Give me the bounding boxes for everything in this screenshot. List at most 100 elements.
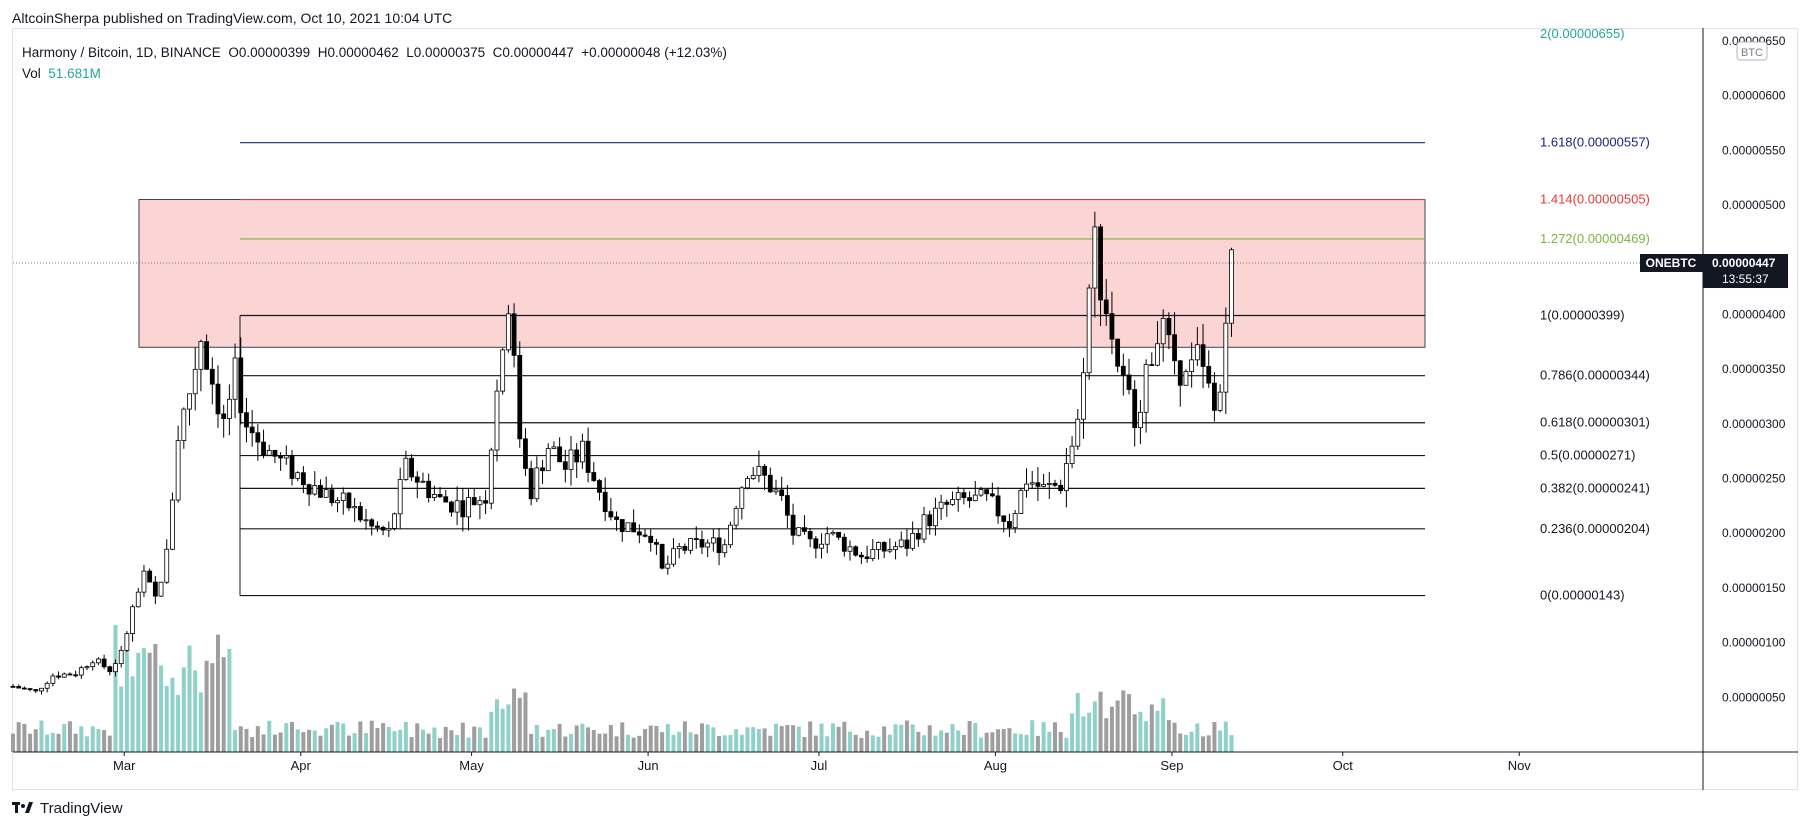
volume-bar — [853, 734, 858, 752]
volume-bar — [11, 733, 15, 752]
volume-bar — [1104, 718, 1109, 752]
candle-body — [466, 497, 471, 518]
volume-bar — [791, 725, 796, 752]
candle-body — [876, 542, 881, 550]
candle-body — [420, 480, 426, 483]
candle-body — [130, 606, 135, 634]
candle-body — [517, 354, 523, 440]
volume-bar — [324, 728, 329, 752]
volume-bar — [267, 720, 272, 752]
volume-bar — [164, 685, 169, 752]
price-tick-label: 0.00000350 — [1722, 362, 1786, 376]
candle-body — [1081, 372, 1086, 420]
change-value: +0.00000048 (+12.03%) — [581, 45, 727, 60]
volume-bar — [358, 721, 363, 752]
volume-value: 51.681M — [48, 66, 101, 81]
candle-body — [676, 546, 682, 550]
candle-body — [927, 514, 933, 527]
volume-bar — [671, 734, 676, 752]
tradingview-logo-icon — [12, 801, 33, 813]
volume-bar — [625, 734, 630, 752]
volume-bar — [119, 686, 124, 752]
candle-body — [107, 666, 113, 673]
price-tick-label: 0.00000600 — [1722, 89, 1786, 103]
volume-bar — [420, 729, 425, 752]
fib-level-label: 0.382(0.00000241) — [1540, 480, 1650, 495]
tradingview-logo-text: TradingView — [40, 800, 123, 817]
volume-bar — [996, 729, 1001, 752]
volume-bar — [341, 723, 346, 752]
price-tick-label: 0.00000550 — [1722, 143, 1786, 157]
volume-bar — [244, 728, 249, 752]
time-tick-label: May — [459, 758, 484, 773]
candle-body — [192, 368, 198, 395]
volume-bar — [62, 724, 67, 752]
volume-bar — [1018, 734, 1023, 752]
price-tick-label: 0.00000100 — [1722, 636, 1786, 650]
volume-bar — [438, 737, 443, 752]
volume-bar — [705, 724, 710, 752]
candle-body — [261, 441, 266, 456]
volume-bar — [830, 723, 835, 752]
volume-bar — [1132, 714, 1137, 752]
tradingview-footer[interactable]: TradingView — [12, 800, 123, 817]
volume-bar — [859, 737, 864, 752]
volume-bar — [876, 736, 881, 752]
candle-body — [807, 531, 813, 540]
volume-bar — [307, 729, 312, 752]
candle-body — [1200, 344, 1206, 367]
candle-body — [1012, 513, 1018, 529]
volume-bar — [961, 734, 966, 752]
candle-body — [505, 313, 511, 351]
volume-bar — [631, 737, 636, 752]
candle-body — [887, 549, 893, 552]
candle-body — [562, 461, 568, 470]
candle-body — [312, 485, 318, 495]
candle-body — [978, 489, 984, 496]
volume-bar — [255, 726, 260, 752]
volume-bar — [813, 735, 818, 752]
candle-body — [779, 489, 785, 496]
candle-body — [1103, 299, 1109, 315]
volume-bar — [136, 652, 141, 752]
volume-bar — [1212, 721, 1217, 752]
volume-bar — [176, 694, 181, 752]
candle-body — [238, 357, 244, 414]
volume-bar — [1001, 729, 1006, 752]
candle-body — [1046, 482, 1052, 485]
candle-body — [813, 538, 819, 549]
candle-body — [699, 539, 705, 548]
volume-bar — [927, 725, 932, 752]
chart-canvas[interactable]: 0(0.00000143) 0.236(0.00000204) 0.382(0.00… — [0, 0, 1813, 790]
candle-body — [625, 522, 631, 533]
volume-bar — [882, 726, 887, 752]
volume-bar — [67, 721, 72, 752]
volume-bar — [893, 724, 898, 752]
volume-bar — [933, 735, 938, 752]
volume-bar — [665, 724, 670, 752]
volume-bar — [28, 733, 33, 752]
candle-body — [819, 543, 824, 549]
candle-body — [357, 506, 363, 521]
candle-body — [961, 492, 967, 499]
candle-body — [232, 357, 238, 400]
volume-bar — [181, 667, 186, 752]
candle-body — [591, 472, 597, 481]
candle-body — [955, 492, 961, 500]
candle-body — [27, 688, 33, 690]
candle-body — [306, 484, 312, 495]
candle-body — [437, 494, 443, 498]
candle-body — [397, 479, 403, 515]
volume-bar — [460, 722, 465, 752]
volume-bar — [688, 732, 693, 752]
volume-bar — [50, 732, 55, 752]
volume-bar — [403, 722, 408, 752]
candle-body — [409, 457, 414, 478]
candle-body — [335, 500, 340, 504]
volume-bar — [1013, 733, 1018, 752]
fib-level-label: 0(0.00000143) — [1540, 588, 1625, 603]
volume-bar — [113, 624, 118, 752]
candle-body — [568, 449, 574, 470]
candle-body — [56, 675, 61, 678]
candle-body — [557, 446, 563, 463]
